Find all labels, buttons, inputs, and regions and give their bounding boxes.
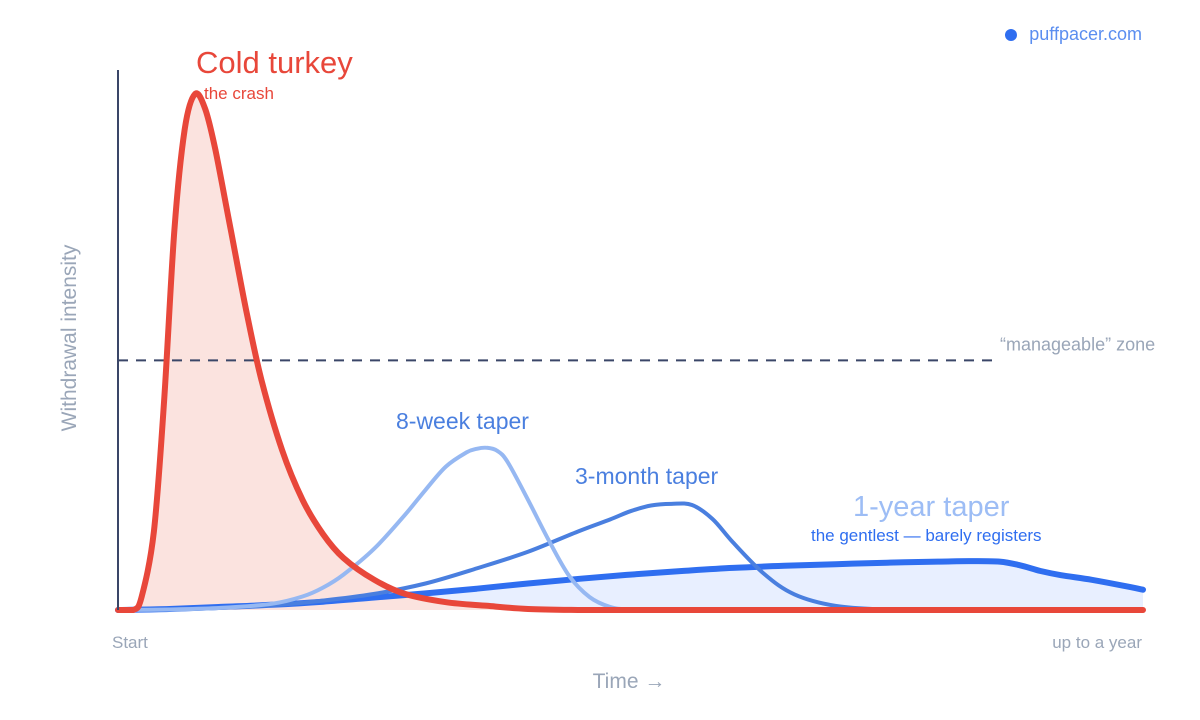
- series-label-3-month: 3-month taper: [575, 463, 719, 489]
- area-cold-turkey: [118, 93, 1143, 610]
- x-tick-start: Start: [112, 633, 148, 652]
- dot-icon: [1005, 28, 1018, 41]
- series-label-8-week: 8-week taper: [396, 408, 529, 434]
- series-lines: [115, 90, 1146, 614]
- brand-text: puffpacer.com: [1029, 24, 1142, 44]
- brand[interactable]: puffpacer.com: [1005, 24, 1142, 45]
- series-subtitle-cold-turkey: the crash: [204, 84, 274, 103]
- x-axis-label: Time →: [593, 670, 666, 693]
- series-label-cold-turkey: Cold turkey: [196, 45, 353, 80]
- line-cold-turkey: [115, 90, 1146, 614]
- series-label-1-year: 1-year taper: [853, 491, 1010, 523]
- x-tick-end: up to a year: [1052, 633, 1142, 652]
- manageable-zone-label: “manageable” zone: [1000, 334, 1155, 354]
- y-axis-label: Withdrawal intensity: [58, 244, 81, 431]
- series-subtitle-1-year: the gentlest — barely registers: [811, 526, 1042, 545]
